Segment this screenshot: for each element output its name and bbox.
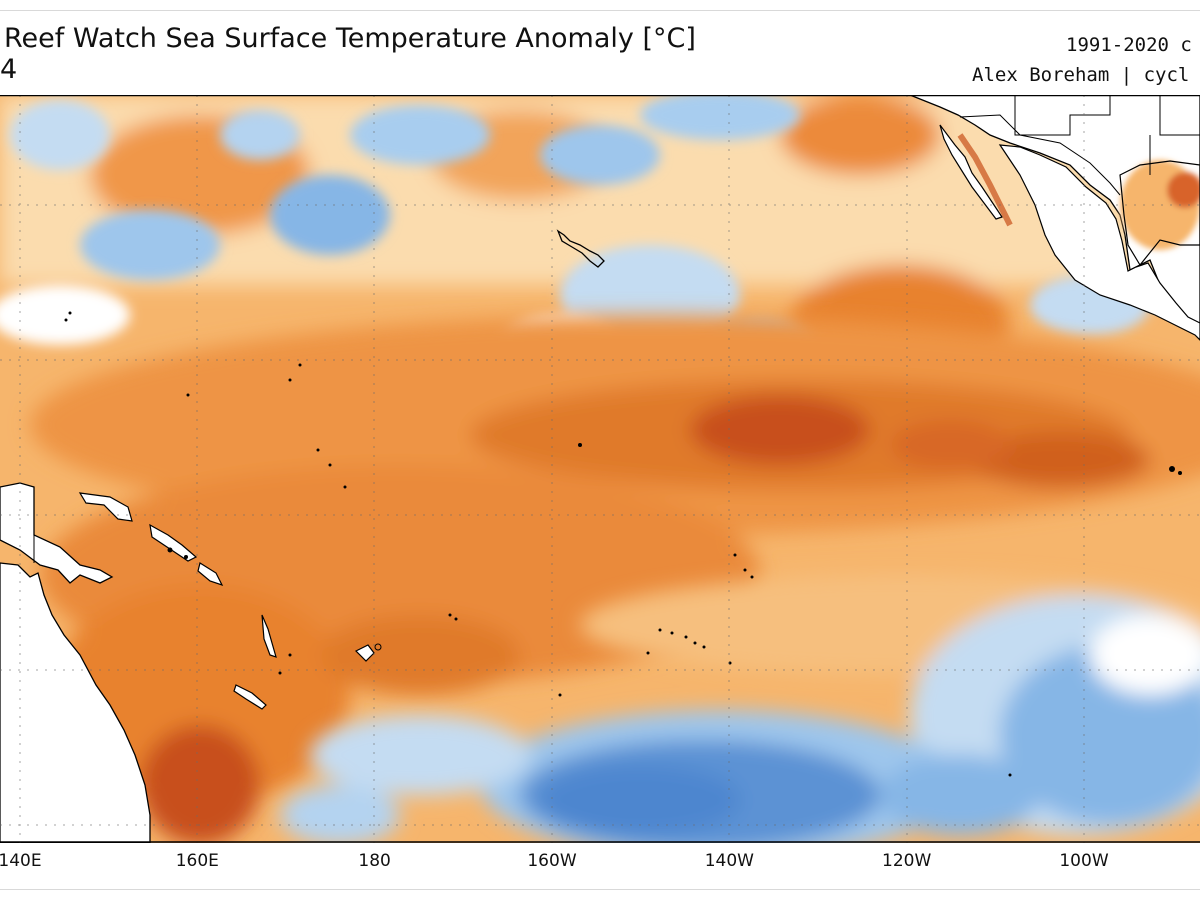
gulf-coastline — [1119, 160, 1200, 267]
map-subtitle: 4 — [0, 54, 18, 85]
hawaii-islands — [556, 229, 605, 268]
new-britain-land — [78, 492, 133, 522]
vanuatu-land — [261, 614, 277, 658]
lon-tick-label: 100W — [1059, 851, 1109, 871]
country-borders — [959, 95, 1200, 196]
lon-tick-label: 160W — [527, 851, 577, 871]
lon-tick-label: 160E — [175, 851, 219, 871]
map-canvas — [0, 95, 1200, 843]
author-credit: Alex Boreham | cycl — [972, 64, 1190, 86]
gulf-of-california-warm — [957, 133, 1013, 227]
map-title: Reef Watch Sea Surface Temperature Anoma… — [4, 23, 696, 54]
mexico-land — [998, 144, 1200, 341]
lon-tick-label: 140E — [0, 851, 42, 871]
graticule-lines — [0, 95, 1200, 843]
top-divider — [0, 10, 1200, 11]
new-caledonia-land — [233, 684, 267, 710]
baja-california-land — [939, 124, 1003, 220]
lon-tick-label: 180 — [358, 851, 391, 871]
australia-land — [0, 562, 151, 843]
fiji-island — [374, 643, 382, 651]
solomon-islands-land — [149, 523, 198, 562]
southern-band — [280, 575, 1200, 843]
solomon-islands-east-land — [197, 562, 224, 587]
credit-block: 1991-2020 c Alex Boreham | cycl — [972, 30, 1200, 90]
lon-tick-label: 120W — [882, 851, 932, 871]
pacific-island-dots — [64, 311, 1182, 777]
sst-anomaly-map — [0, 95, 1200, 843]
lon-tick-label: 140W — [704, 851, 754, 871]
bottom-divider — [0, 889, 1200, 890]
equatorial-warm-band — [30, 315, 1200, 843]
baseline-period: 1991-2020 c — [1066, 34, 1192, 56]
gulf-of-mexico-water — [1120, 160, 1200, 250]
